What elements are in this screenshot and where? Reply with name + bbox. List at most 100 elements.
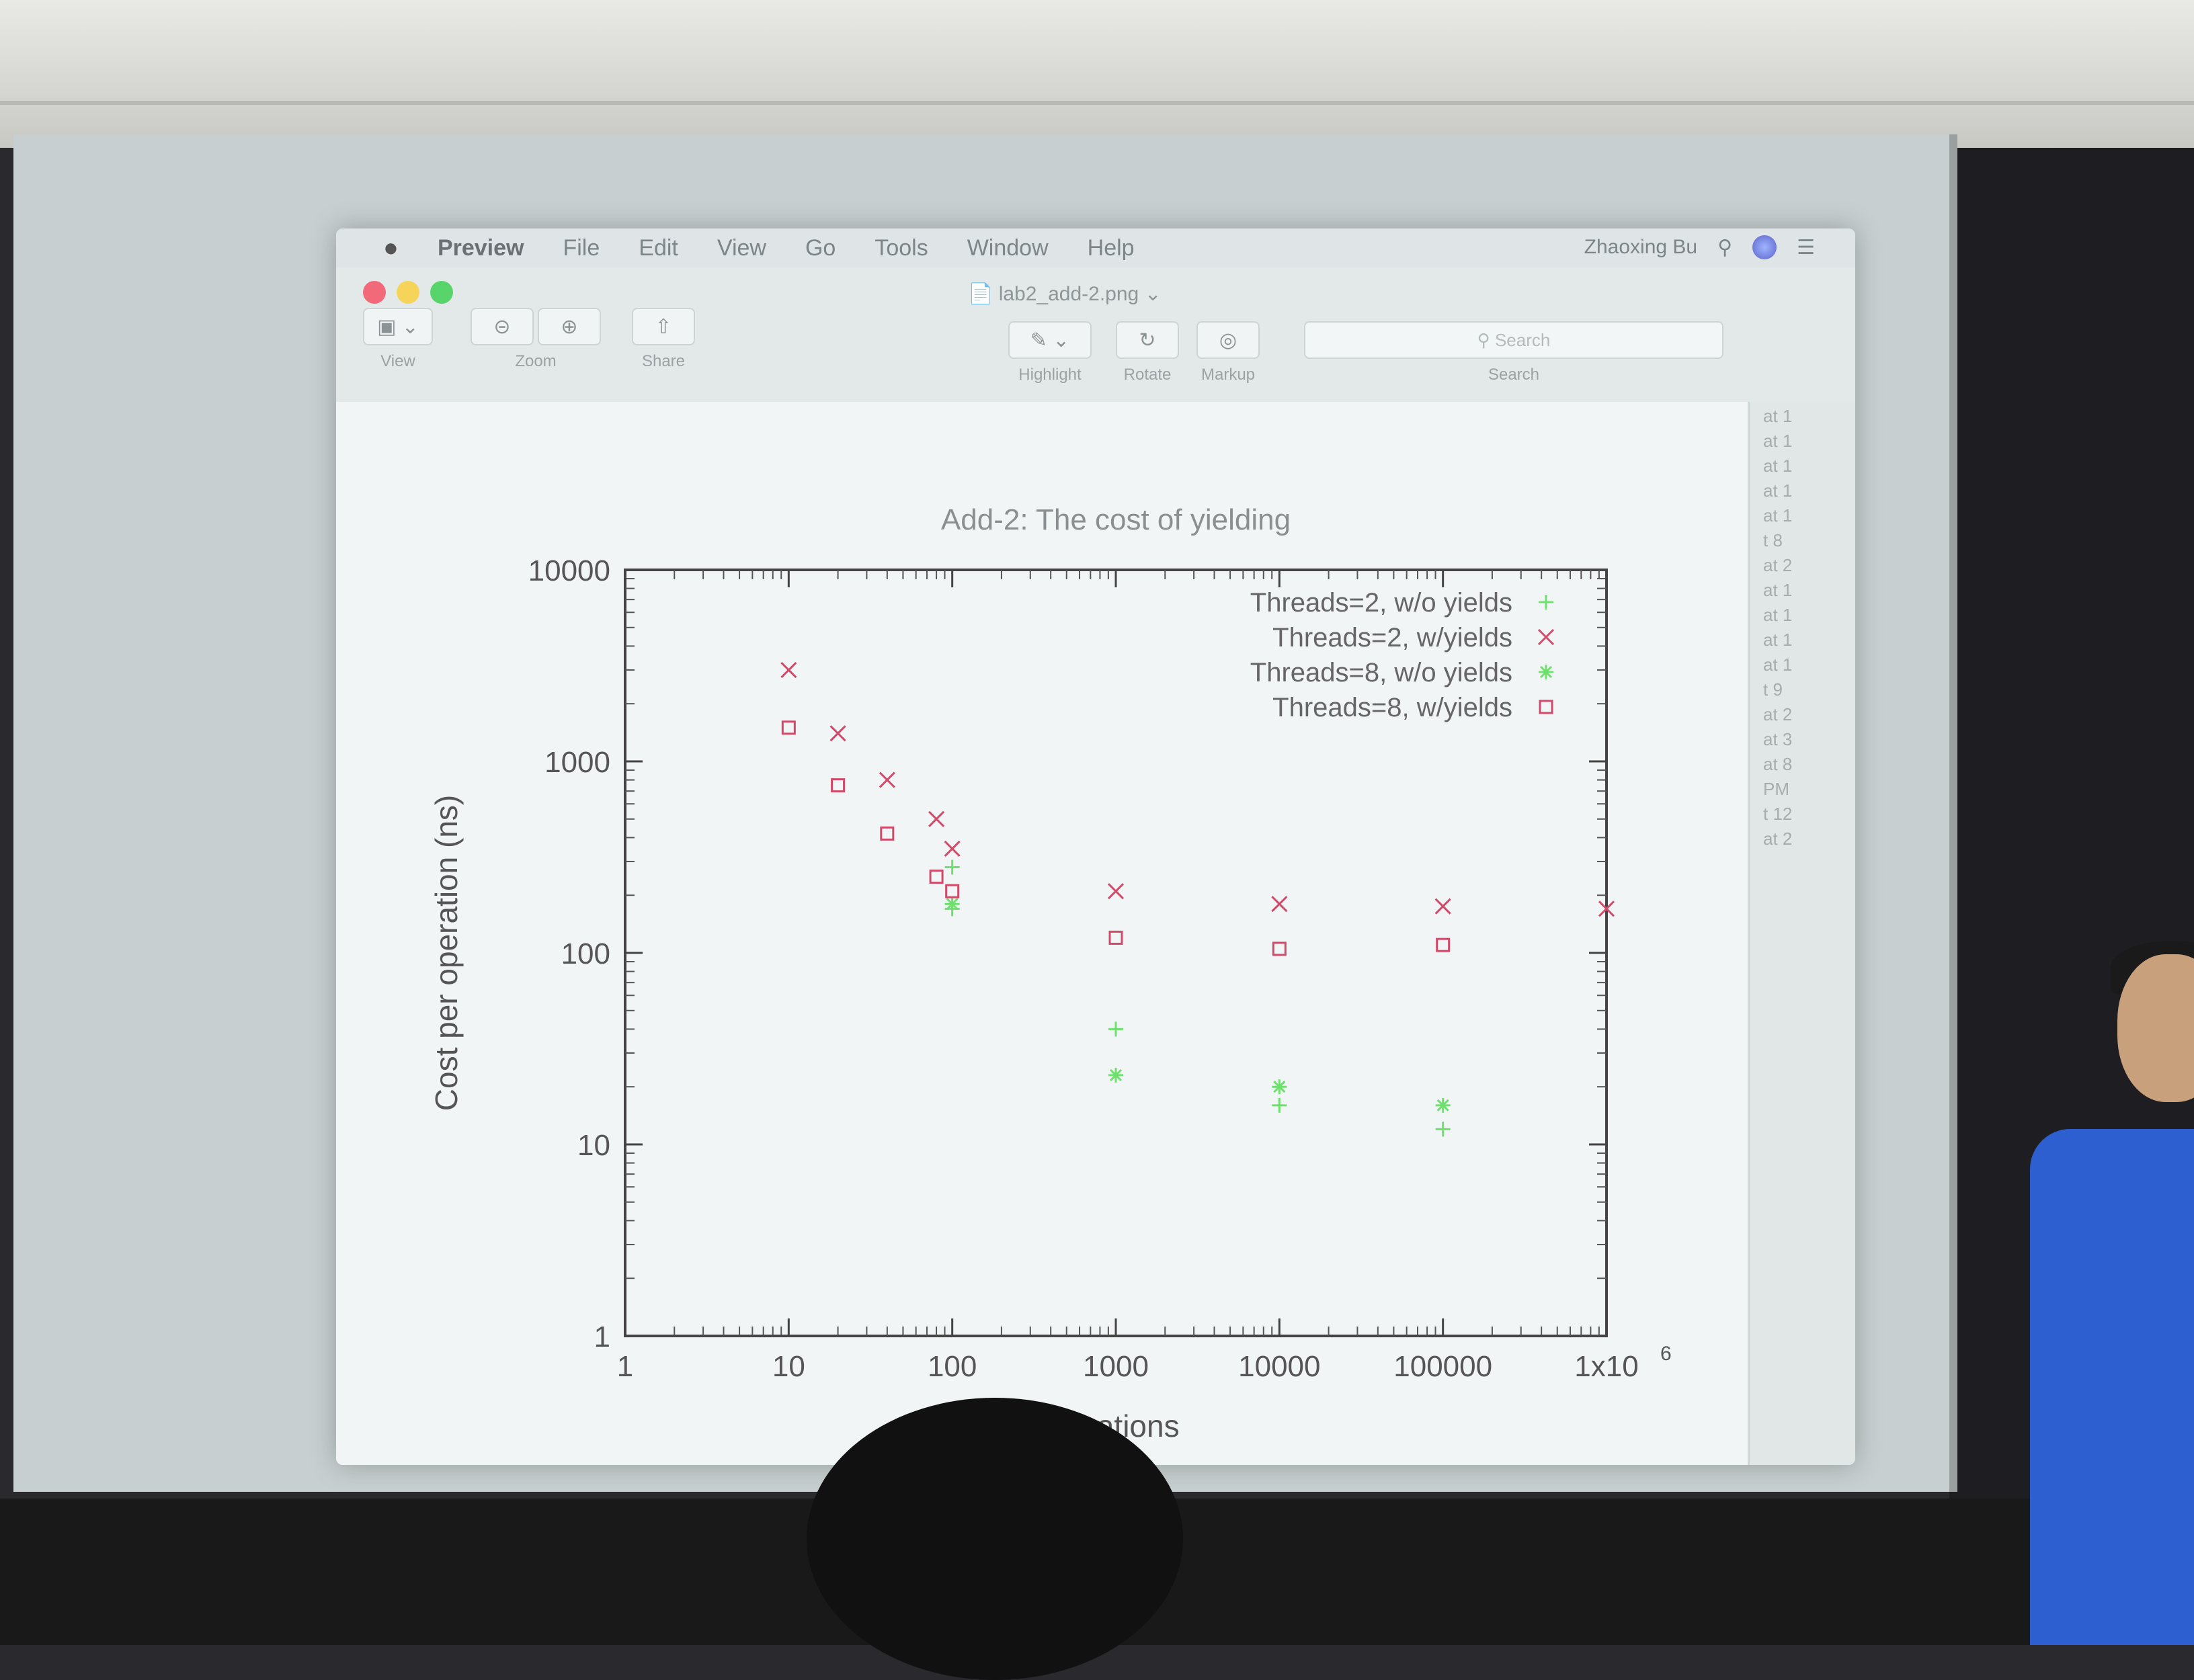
sidebar-item[interactable]: at 1 — [1763, 505, 1793, 526]
sidebar-item[interactable]: at 1 — [1763, 655, 1793, 675]
menu-item-help[interactable]: Help — [1087, 235, 1135, 261]
y-tick-label: 1000 — [544, 746, 610, 779]
y-tick-label: 100 — [561, 937, 610, 970]
data-point-series-2 — [1107, 883, 1125, 900]
thumbnail-sidebar: at 1 at 1 at 1 at 1 at 1 t 8 at 2 at 1 at 1 at 1 a… — [1748, 402, 1855, 1465]
zoom-buttons: ⊝ ⊕ — [471, 308, 601, 345]
sidebar-item[interactable]: at 1 — [1763, 431, 1793, 451]
data-point-series-4 — [929, 870, 944, 884]
x-tick-label: 1000 — [1083, 1350, 1149, 1383]
sidebar-icon: ▣ ⌄ — [363, 308, 433, 345]
notification-center-icon[interactable]: ☰ — [1797, 236, 1815, 259]
rotate-icon: ↻ — [1116, 321, 1179, 359]
sidebar-item[interactable]: PM — [1763, 779, 1789, 799]
menu-item-window[interactable]: Window — [967, 235, 1049, 261]
menu-item-tools[interactable]: Tools — [875, 235, 928, 261]
share-button[interactable]: ⇧ Share — [632, 308, 695, 371]
y-tick-label: 10000 — [528, 554, 610, 587]
sidebar-item[interactable]: at 2 — [1763, 704, 1793, 724]
x-tick-label: 1x10 — [1574, 1350, 1638, 1383]
data-point-series-2 — [928, 810, 945, 827]
sidebar-item[interactable]: at 1 — [1763, 630, 1793, 650]
y-axis-label: Cost per operation (ns) — [429, 795, 464, 1111]
sidebar-item[interactable]: at 1 — [1763, 456, 1793, 476]
share-label: Share — [641, 352, 686, 370]
close-button[interactable] — [363, 281, 386, 304]
legend-label: Threads=2, w/o yields — [1250, 588, 1512, 618]
data-point-series-2 — [879, 771, 895, 788]
x-tick-label: 100000 — [1393, 1350, 1492, 1383]
preview-window: ● Preview File Edit View Go Tools Window… — [336, 228, 1855, 1465]
sidebar-item[interactable]: at 1 — [1763, 480, 1793, 501]
zoom-in-icon[interactable]: ⊕ — [538, 308, 601, 345]
zoom-group: ⊝ ⊕ Zoom — [471, 308, 601, 371]
data-point-series-2 — [1434, 898, 1451, 915]
chart-title: Add-2: The cost of yielding — [941, 503, 1291, 536]
rotate-label: Rotate — [1123, 366, 1172, 384]
chart: Add-2: The cost of yielding 1 10 100 1000 100… — [429, 503, 1672, 1443]
zoom-label: Zoom — [515, 352, 557, 370]
data-point-series-3 — [1272, 1079, 1287, 1095]
data-point-series-2 — [780, 661, 797, 679]
data-point-series-4 — [781, 720, 796, 735]
sidebar-item[interactable]: t 12 — [1763, 804, 1793, 824]
minimize-button[interactable] — [397, 281, 419, 304]
legend-marker — [1537, 628, 1555, 646]
document-area: Add-2: The cost of yielding 1 10 100 1000 100… — [336, 402, 1748, 1465]
data-point-series-4 — [1272, 941, 1287, 956]
data-point-series-2 — [1598, 900, 1615, 917]
window-controls — [363, 281, 453, 304]
document-title: 📄 lab2_add-2.png ⌄ — [968, 283, 1162, 305]
legend-marker — [1539, 595, 1553, 610]
legend-label: Threads=2, w/yields — [1272, 623, 1512, 653]
x-tick-label: 1 — [617, 1350, 633, 1383]
x-tick-label: 10000 — [1238, 1350, 1320, 1383]
sidebar-item[interactable]: at 1 — [1763, 406, 1793, 426]
data-point-series-4 — [831, 778, 846, 793]
search-field[interactable]: ⚲ Search — [1304, 321, 1723, 359]
legend-label: Threads=8, w/yields — [1272, 693, 1512, 722]
user-name[interactable]: Zhaoxing Bu — [1584, 236, 1698, 258]
siri-icon[interactable] — [1752, 235, 1777, 259]
view-button[interactable]: ▣ ⌄ View — [363, 308, 433, 371]
menu-item-go[interactable]: Go — [805, 235, 836, 261]
data-point-series-1 — [1435, 1122, 1451, 1137]
sidebar-item[interactable]: at 3 — [1763, 729, 1793, 749]
data-point-series-2 — [944, 840, 961, 857]
menu-app-name[interactable]: Preview — [437, 235, 524, 261]
search-icon[interactable]: ⚲ — [1717, 236, 1733, 259]
presenter-head — [2117, 954, 2194, 1102]
data-point-series-1 — [944, 859, 960, 875]
audience-head — [807, 1398, 1183, 1680]
menu-bar: ● Preview File Edit View Go Tools Window… — [336, 228, 1855, 267]
menu-extras: Zhaoxing Bu ⚲ ☰ — [1584, 235, 1815, 259]
apple-icon[interactable]: ● — [383, 233, 399, 262]
data-point-series-3 — [1435, 1097, 1451, 1113]
sidebar-item[interactable]: at 8 — [1763, 754, 1793, 774]
menu-item-file[interactable]: File — [563, 235, 600, 261]
markup-button[interactable]: ◎ Markup — [1196, 321, 1260, 384]
ceiling-trim — [0, 101, 2194, 105]
sidebar-item[interactable]: at 2 — [1763, 829, 1793, 849]
sidebar-item[interactable]: at 1 — [1763, 580, 1793, 600]
sidebar-item[interactable]: t 9 — [1763, 679, 1783, 700]
title-bar: 📄 lab2_add-2.png ⌄ ▣ ⌄ View ⊝ ⊕ Zoom ⇧ S… — [336, 267, 1855, 404]
menu-item-view[interactable]: View — [717, 235, 766, 261]
zoom-out-icon[interactable]: ⊝ — [471, 308, 534, 345]
legend-label: Threads=8, w/o yields — [1250, 658, 1512, 687]
data-point-series-2 — [1271, 896, 1288, 913]
zoom-window-button[interactable] — [430, 281, 453, 304]
highlighter-icon: ✎ ⌄ — [1008, 321, 1092, 359]
search-group: ⚲ Search Search — [1304, 321, 1723, 384]
sidebar-item[interactable]: t 8 — [1763, 530, 1783, 550]
highlight-button[interactable]: ✎ ⌄ Highlight — [1008, 321, 1092, 384]
sidebar-item[interactable]: at 1 — [1763, 605, 1793, 625]
rotate-button[interactable]: ↻ Rotate — [1116, 321, 1179, 384]
markup-label: Markup — [1201, 366, 1256, 384]
presenter — [2030, 1129, 2194, 1645]
menu-item-edit[interactable]: Edit — [639, 235, 678, 261]
search-placeholder: Search — [1494, 329, 1551, 350]
ceiling — [0, 0, 2194, 148]
view-label: View — [380, 352, 415, 370]
sidebar-item[interactable]: at 2 — [1763, 555, 1793, 575]
